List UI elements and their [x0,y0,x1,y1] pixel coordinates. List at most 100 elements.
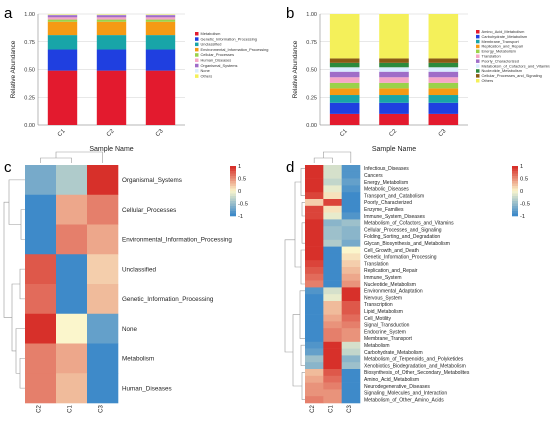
dendrogram-branch [3,201,12,318]
column-label: C1 [329,405,335,413]
heatmap-cell [323,369,342,377]
heatmap-cell [305,369,324,377]
heatmap-cell [323,335,342,343]
heatmap-cell [56,313,88,344]
legend-swatch [476,49,480,54]
x-tick-label: C1 [339,128,349,138]
heatmap-cell [341,273,361,281]
colorbar-step [230,206,236,209]
row-label: Enzyme_Families [364,207,404,213]
bar-segment [379,113,409,125]
bar-segment [379,71,409,78]
bar-segment [96,49,127,71]
legend-label: Amino_Acid_Metabolism [482,29,525,34]
dendrogram-branch [300,249,305,285]
colorbar-step [230,186,236,189]
row-label: Metabolism_of_Terpenoids_and_Polyketides [364,357,464,363]
colorbar-step [230,188,236,192]
colorbar-step [512,178,518,182]
heatmap-cell [341,212,361,220]
heatmap-cell [323,314,342,322]
heatmap-cell [323,205,342,213]
row-label: Genetic_Information_Processing [122,296,214,303]
row-label: Signal_Transduction [364,323,410,329]
heatmap-cell [323,199,342,207]
legend-swatch [195,37,199,41]
bar-segment [329,82,360,89]
bar-segment [329,14,360,59]
bar-segment [428,14,459,59]
heatmap-cell [305,396,324,404]
heatmap-cell [56,343,88,374]
row-label: Infectious_Diseases [364,166,409,172]
heatmap-cell [305,192,324,200]
bar-segment [96,14,127,16]
heatmap-cell [323,178,342,186]
heatmap-cell [341,294,361,302]
row-label: Nucleotide_Metabolism [364,282,416,288]
colorbar-step [230,208,236,212]
heatmap-cell [323,389,342,397]
heatmap-cell [323,226,342,234]
heatmap-cell [323,307,342,315]
legend-swatch [476,30,480,34]
bar-segment [329,88,360,96]
column-label: C1 [68,405,74,413]
colorbar-tick-label: 0 [520,189,523,195]
bar-segment [96,35,127,50]
x-axis-label: Sample Name [372,146,416,153]
heatmap-cell [341,301,361,309]
heatmap-cell [25,224,57,255]
row-label: Folding_Sorting_and_Degradation [364,234,440,240]
row-label: Nervous_System [364,295,402,301]
row-label: Transcription [364,302,393,308]
colorbar-step [230,198,236,202]
colorbar-step [512,171,518,174]
heatmap-cell [305,199,324,207]
row-label: Cancers [364,173,383,179]
heatmap-cell [305,307,324,315]
row-label: Metabolism_of_Other_Amino_Acids [364,397,444,403]
row-label: Neurodegenerative_Diseases [364,384,430,390]
colorbar-step [512,188,518,192]
heatmap-cell [305,226,324,234]
heatmap-cell [341,226,361,234]
bar-segment [329,113,360,125]
heatmap-cell [323,382,342,390]
legend-label: Replication_and_Repair [482,44,524,49]
y-tick-label: 0.50 [24,68,35,74]
heatmap-cell [305,178,324,186]
y-tick-label: 1.00 [306,12,317,18]
legend-label: Translation [482,54,501,59]
heatmap-cell [305,185,324,193]
bar-segment [96,17,127,20]
bar-segment [379,88,409,96]
heatmap-cell [323,396,342,404]
dendrogram-branch [301,202,305,217]
legend-label: Others [201,73,213,78]
row-label: Metabolic_Diseases [364,187,409,193]
heatmap-cell [323,192,342,200]
heatmap-cell [87,224,119,255]
colorbar-step [230,166,236,169]
legend-label: Carbohydrate_Metabolism [482,34,528,39]
heatmap-cell [305,246,324,254]
bar-segment [47,49,78,71]
colorbar-tick-label: 1 [238,164,241,170]
dendrogram-branch [19,268,25,300]
column-dendrogram [40,157,72,163]
legend-label: Cellular_Processes_and_Signaling [482,73,542,78]
legend-swatch [195,47,199,52]
colorbar-tick-label: 1 [520,164,523,170]
row-label: Xenobiotics_Biodegradation_and_Metabolis… [364,363,466,369]
heatmap-cell [56,194,88,225]
legend-swatch [195,42,199,47]
legend-swatch [195,32,199,36]
bar-segment [428,62,459,68]
y-tick-label: 0.75 [306,40,317,46]
legend-label: Others [482,78,494,83]
colorbar-step [512,203,518,207]
legend-swatch [476,59,480,63]
colorbar-step [512,166,518,169]
heatmap-cell [323,260,342,268]
